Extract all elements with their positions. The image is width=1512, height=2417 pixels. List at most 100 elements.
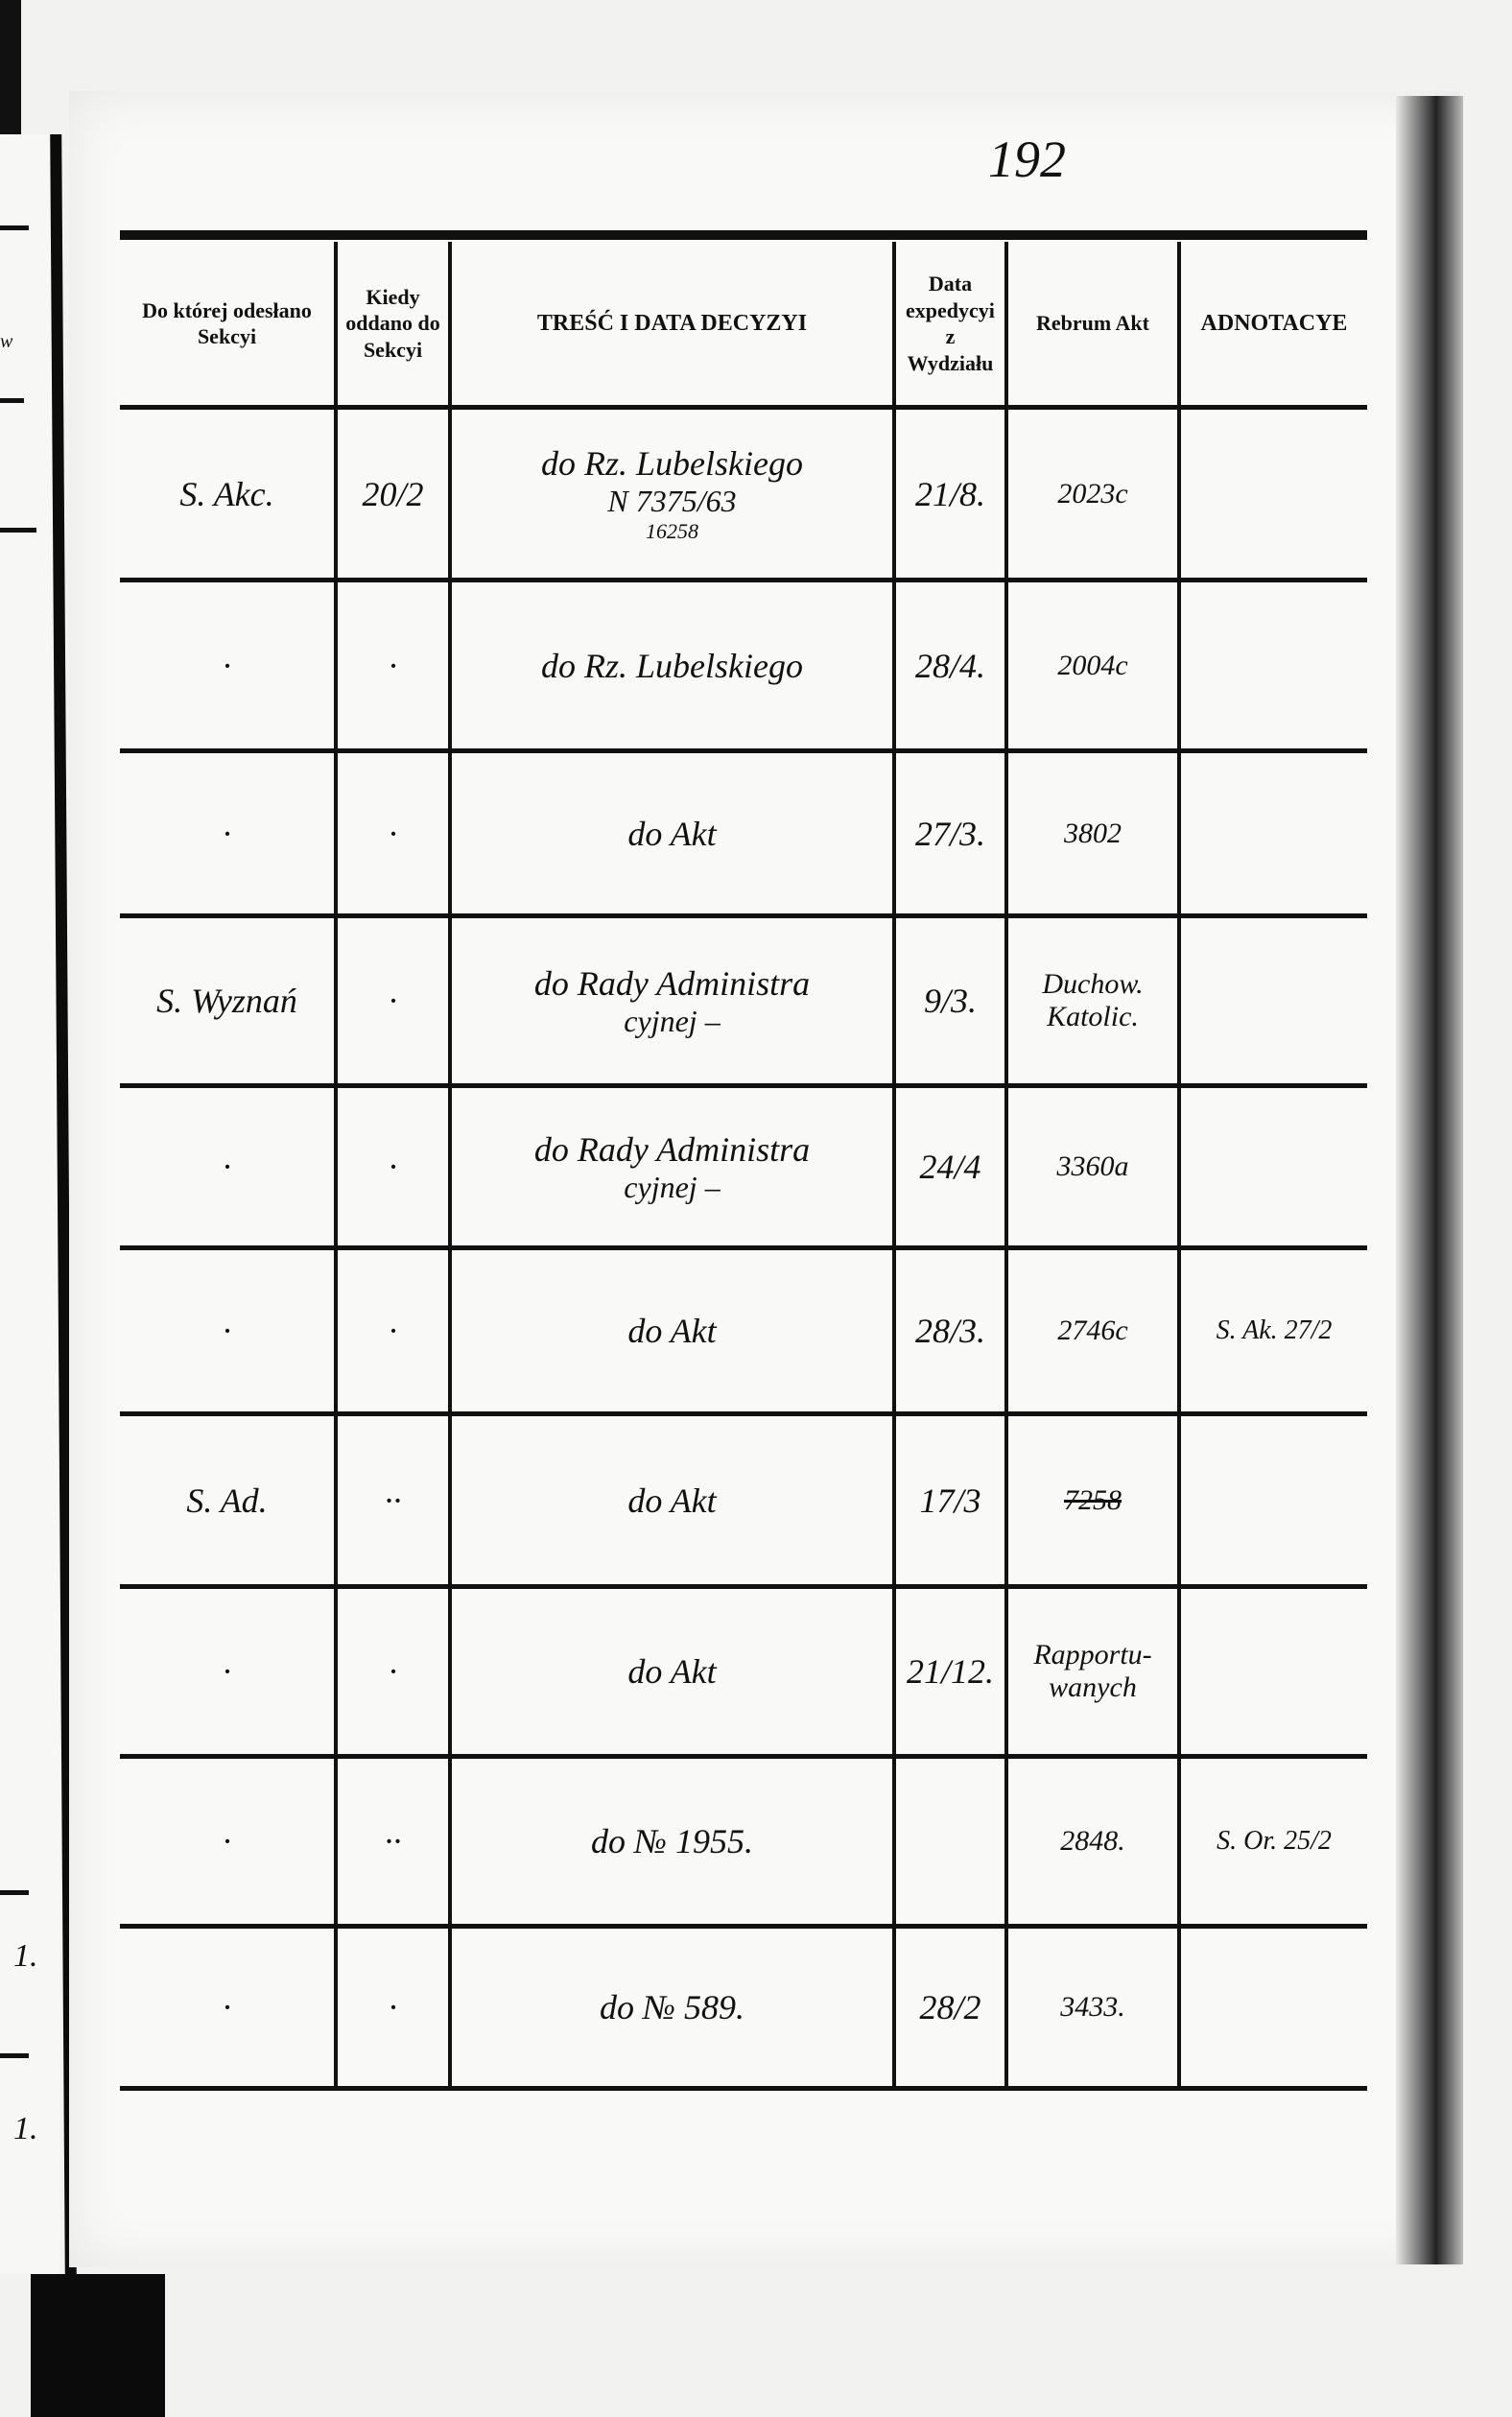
header-adnotacye: ADNOTACYE [1177, 242, 1367, 408]
cell-sekcja: S. Ad. [120, 1413, 338, 1587]
header-row: Do której odesłano Sekcyi Kiedy oddano d… [120, 242, 1367, 408]
cell-tresc: do Rz. Lubelskiego [448, 580, 896, 751]
cell-rebrum-text: Duchow. Katolic. [1042, 968, 1144, 1032]
cell-data-expedycyi: 21/12. [892, 1586, 1008, 1757]
cell-rebrum: Duchow. Katolic. [1004, 915, 1181, 1086]
scan-border [0, 0, 21, 144]
cell-tresc: do Akt [448, 1247, 896, 1414]
header-data-expedycyi: Data expedycyi z Wydziału [892, 242, 1008, 408]
cell-kiedy: ·· [334, 1413, 452, 1587]
cell-sekcja-text: · [223, 1652, 231, 1691]
cell-data-expedycyi: 27/3. [892, 750, 1008, 916]
cell-data-expedycyi-text: 21/12. [906, 1652, 994, 1691]
cell-adnotacye [1177, 1413, 1367, 1587]
cell-rebrum-text: 2746c [1057, 1315, 1128, 1346]
cell-adnotacye [1177, 1586, 1367, 1757]
cell-tresc: do Akt [448, 1413, 896, 1587]
cell-kiedy: · [334, 1247, 452, 1414]
table-row: · · do Rz. Lubelskiego 28/4. 2004c [120, 580, 1367, 751]
cell-adnotacye [1177, 1085, 1367, 1248]
header-tresc: TREŚĆ I DATA DECYZYI [448, 242, 896, 408]
cell-kiedy-text: · [389, 1312, 397, 1350]
cell-kiedy-text: ·· [384, 1822, 402, 1860]
cell-data-expedycyi-text: 17/3 [919, 1481, 981, 1520]
cell-adnotacye: S. Ak. 27/2 [1177, 1247, 1367, 1414]
table-top-rule [120, 230, 1367, 240]
ledger-table: Do której odesłano Sekcyi Kiedy oddano d… [120, 242, 1367, 2091]
cell-kiedy-text: · [389, 1988, 397, 2026]
cell-adnotacye [1177, 407, 1367, 581]
cell-sekcja-text: · [223, 1822, 231, 1860]
fragment-letter: w [0, 331, 13, 352]
header-rebrum: Rebrum Akt [1004, 242, 1181, 408]
cell-data-expedycyi: 24/4 [892, 1085, 1008, 1248]
table-row: S. Akc. 20/2 do Rz. Lubelskiego N 7375/63 16… [120, 407, 1367, 581]
cell-tresc-text: do Akt [627, 814, 717, 853]
cell-data-expedycyi: 9/3. [892, 915, 1008, 1086]
cell-sekcja-text: S. Wyznań [156, 982, 297, 1020]
cell-sekcja-text: · [223, 1148, 231, 1186]
cell-tresc-text: do Rz. Lubelskiego [541, 444, 803, 483]
cell-rebrum-text: 2023c [1057, 477, 1128, 509]
cell-tresc-line: N 7375/63 [607, 484, 737, 518]
cell-adnotacye [1177, 580, 1367, 751]
cell-data-expedycyi: 28/4. [892, 580, 1008, 751]
cell-tresc: do Rady Administra cyjnej – [448, 915, 896, 1086]
cell-adnotacye [1177, 1926, 1367, 2089]
cell-sekcja: · [120, 1247, 338, 1414]
cell-sekcja: · [120, 750, 338, 916]
cell-rebrum-text: 3802 [1064, 817, 1122, 849]
cell-rebrum: Rapportu-wanych [1004, 1586, 1181, 1757]
cell-kiedy-text: ·· [384, 1481, 402, 1520]
cell-rebrum: 2848. [1004, 1756, 1181, 1927]
cell-sekcja-text: · [223, 814, 231, 853]
cell-kiedy: · [334, 915, 452, 1086]
cell-sekcja: · [120, 580, 338, 751]
cell-kiedy: · [334, 750, 452, 916]
cell-rebrum-text: 3433. [1060, 1991, 1125, 2023]
cell-data-expedycyi [892, 1756, 1008, 1927]
cell-rebrum-text: 7258 [1064, 1483, 1122, 1516]
table-row: · · do Akt 28/3. 2746c S. Ak. 27/2 [120, 1247, 1367, 1414]
cell-tresc-text: do Rady Administra [533, 1129, 811, 1169]
cell-tresc-text: do Akt [627, 1312, 717, 1350]
table-row: S. Ad. ·· do Akt 17/3 7258 [120, 1413, 1367, 1587]
cell-sekcja-text: · [223, 1988, 231, 2026]
cell-data-expedycyi-text: 28/4. [914, 646, 985, 685]
cell-rebrum: 3433. [1004, 1926, 1181, 2089]
rule [0, 1890, 29, 1895]
rule [0, 398, 24, 403]
table-row: · · do Rady Administra cyjnej – 24/4 3360a [120, 1085, 1367, 1248]
table-row: · · do Akt 27/3. 3802 [120, 750, 1367, 916]
cell-rebrum-text: 2004c [1057, 649, 1128, 681]
cell-rebrum: 2746c [1004, 1247, 1181, 1414]
cell-tresc-text: do № 1955. [591, 1822, 753, 1860]
cell-adnotacye: S. Or. 25/2 [1177, 1756, 1367, 1927]
cell-rebrum: 3360a [1004, 1085, 1181, 1248]
cell-kiedy-text: · [389, 982, 397, 1020]
cell-sekcja-text: · [223, 646, 231, 685]
cell-rebrum-text: 3360a [1056, 1150, 1129, 1182]
cell-sekcja: · [120, 1756, 338, 1927]
cell-data-expedycyi: 17/3 [892, 1413, 1008, 1587]
cell-tresc-line: cyjnej – [624, 1003, 721, 1038]
cell-rebrum: 3802 [1004, 750, 1181, 916]
header-sekcja: Do której odesłano Sekcyi [120, 242, 338, 408]
cell-sekcja: S. Akc. [120, 407, 338, 581]
scan-border [31, 2274, 165, 2417]
cell-rebrum: 7258 [1004, 1413, 1181, 1587]
table-row: · · do Akt 21/12. Rapportu-wanych [120, 1586, 1367, 1757]
cell-rebrum: 2004c [1004, 580, 1181, 751]
cell-kiedy: ·· [334, 1756, 452, 1927]
cell-sekcja-text: · [223, 1312, 231, 1350]
table-row: · ·· do № 1955. 2848. S. Or. 25/2 [120, 1756, 1367, 1927]
cell-tresc-line: 16258 [646, 519, 698, 543]
cell-data-expedycyi-text: 28/3. [914, 1312, 985, 1350]
cell-tresc-text: do Akt [627, 1652, 717, 1691]
cell-tresc-text: do Rady Administra [533, 963, 811, 1003]
cell-data-expedycyi-text: 28/2 [919, 1988, 981, 2026]
cell-kiedy-text: · [389, 1148, 397, 1186]
header-kiedy: Kiedy oddano do Sekcyi [334, 242, 452, 408]
cell-kiedy: · [334, 580, 452, 751]
table-row: S. Wyznań · do Rady Administra cyjnej – 9/3.… [120, 915, 1367, 1086]
